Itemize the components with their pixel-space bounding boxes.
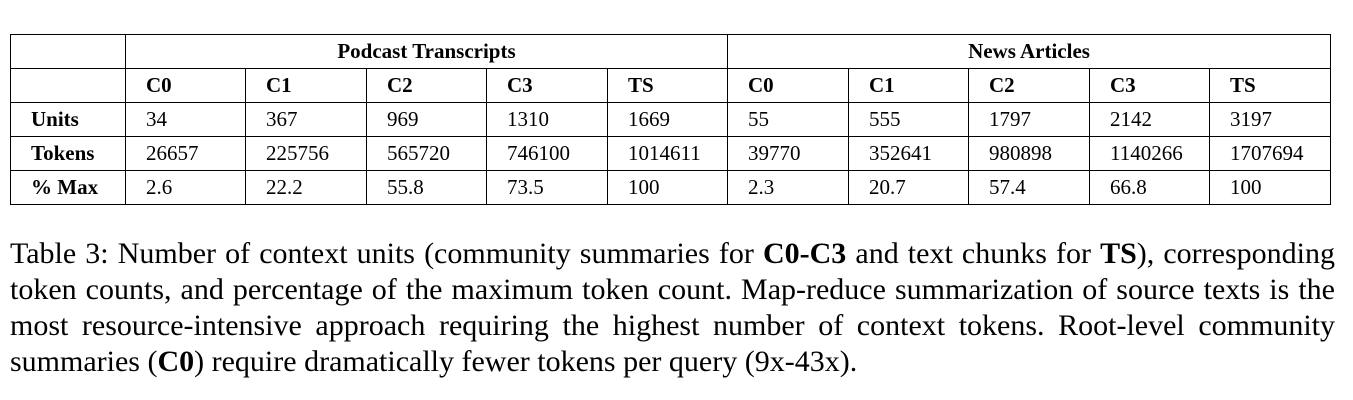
caption-bold-term: C0 [157, 345, 195, 378]
table-cell: 34 [125, 102, 246, 137]
table-cell: 55 [727, 102, 850, 137]
table-cell: 22.2 [245, 170, 367, 205]
table-cell: 66.8 [1089, 170, 1211, 205]
table-row: Units 34 367 969 1310 1669 55 555 1797 2… [10, 102, 1332, 137]
column-header-row: C0 C1 C2 C3 TS C0 C1 C2 C3 TS [10, 68, 1332, 103]
group-header-row: Podcast Transcripts News Articles [10, 34, 1332, 69]
column-header: C3 [1089, 68, 1211, 103]
table-cell: 555 [848, 102, 970, 137]
table-row: % Max 2.6 22.2 55.8 73.5 100 2.3 20.7 57… [10, 170, 1332, 205]
group-header-news: News Articles [727, 34, 1332, 69]
results-table-container: Podcast Transcripts News Articles C0 C1 … [10, 34, 1332, 205]
row-header: Tokens [10, 136, 126, 171]
table-cell: 2142 [1089, 102, 1211, 137]
table-cell: 57.4 [968, 170, 1091, 205]
table-cell: 980898 [968, 136, 1091, 171]
table-cell: 2.3 [727, 170, 850, 205]
table-caption: Table 3: Number of context units (commun… [10, 236, 1335, 380]
table-cell: 352641 [848, 136, 970, 171]
column-header: TS [1209, 68, 1332, 103]
table-cell: 1140266 [1089, 136, 1211, 171]
caption-bold-term: TS [1100, 237, 1137, 270]
table-cell: 100 [606, 170, 729, 205]
row-header: % Max [10, 170, 126, 205]
column-header: C2 [366, 68, 487, 103]
table-cell: 1707694 [1209, 136, 1332, 171]
table-cell: 969 [366, 102, 487, 137]
column-header: C2 [968, 68, 1091, 103]
column-header: C0 [125, 68, 246, 103]
column-header: TS [606, 68, 729, 103]
caption-text: ) require dramatically fewer tokens per … [194, 345, 858, 378]
table-cell: 26657 [125, 136, 246, 171]
column-header: C3 [486, 68, 608, 103]
table-cell: 20.7 [848, 170, 970, 205]
table-cell: 1310 [486, 102, 608, 137]
table-cell: 225756 [245, 136, 367, 171]
row-header: Units [10, 102, 126, 137]
table-cell: 2.6 [125, 170, 246, 205]
caption-text: ), corresponding token counts, and perce… [10, 237, 1335, 378]
table-cell: 1014611 [606, 136, 729, 171]
table-cell: 565720 [366, 136, 487, 171]
caption-text: Table 3: Number of context units (commun… [10, 237, 763, 270]
caption-bold-term: C0-C3 [762, 237, 847, 270]
table-cell: 39770 [727, 136, 850, 171]
column-header: C0 [727, 68, 850, 103]
table-cell: 367 [245, 102, 367, 137]
column-header: C1 [245, 68, 367, 103]
table-cell: 746100 [486, 136, 608, 171]
table-cell: 55.8 [366, 170, 487, 205]
context-units-table: Podcast Transcripts News Articles C0 C1 … [10, 34, 1332, 205]
corner-cell [10, 34, 126, 69]
table-cell: 73.5 [486, 170, 608, 205]
table-row: Tokens 26657 225756 565720 746100 101461… [10, 136, 1332, 171]
table-cell: 100 [1209, 170, 1332, 205]
corner-cell [10, 68, 126, 103]
table-cell: 1669 [606, 102, 729, 137]
table-cell: 3197 [1209, 102, 1332, 137]
group-header-podcast: Podcast Transcripts [124, 34, 729, 69]
column-header: C1 [848, 68, 970, 103]
caption-text: and text chunks for [846, 237, 1101, 270]
table-cell: 1797 [968, 102, 1091, 137]
